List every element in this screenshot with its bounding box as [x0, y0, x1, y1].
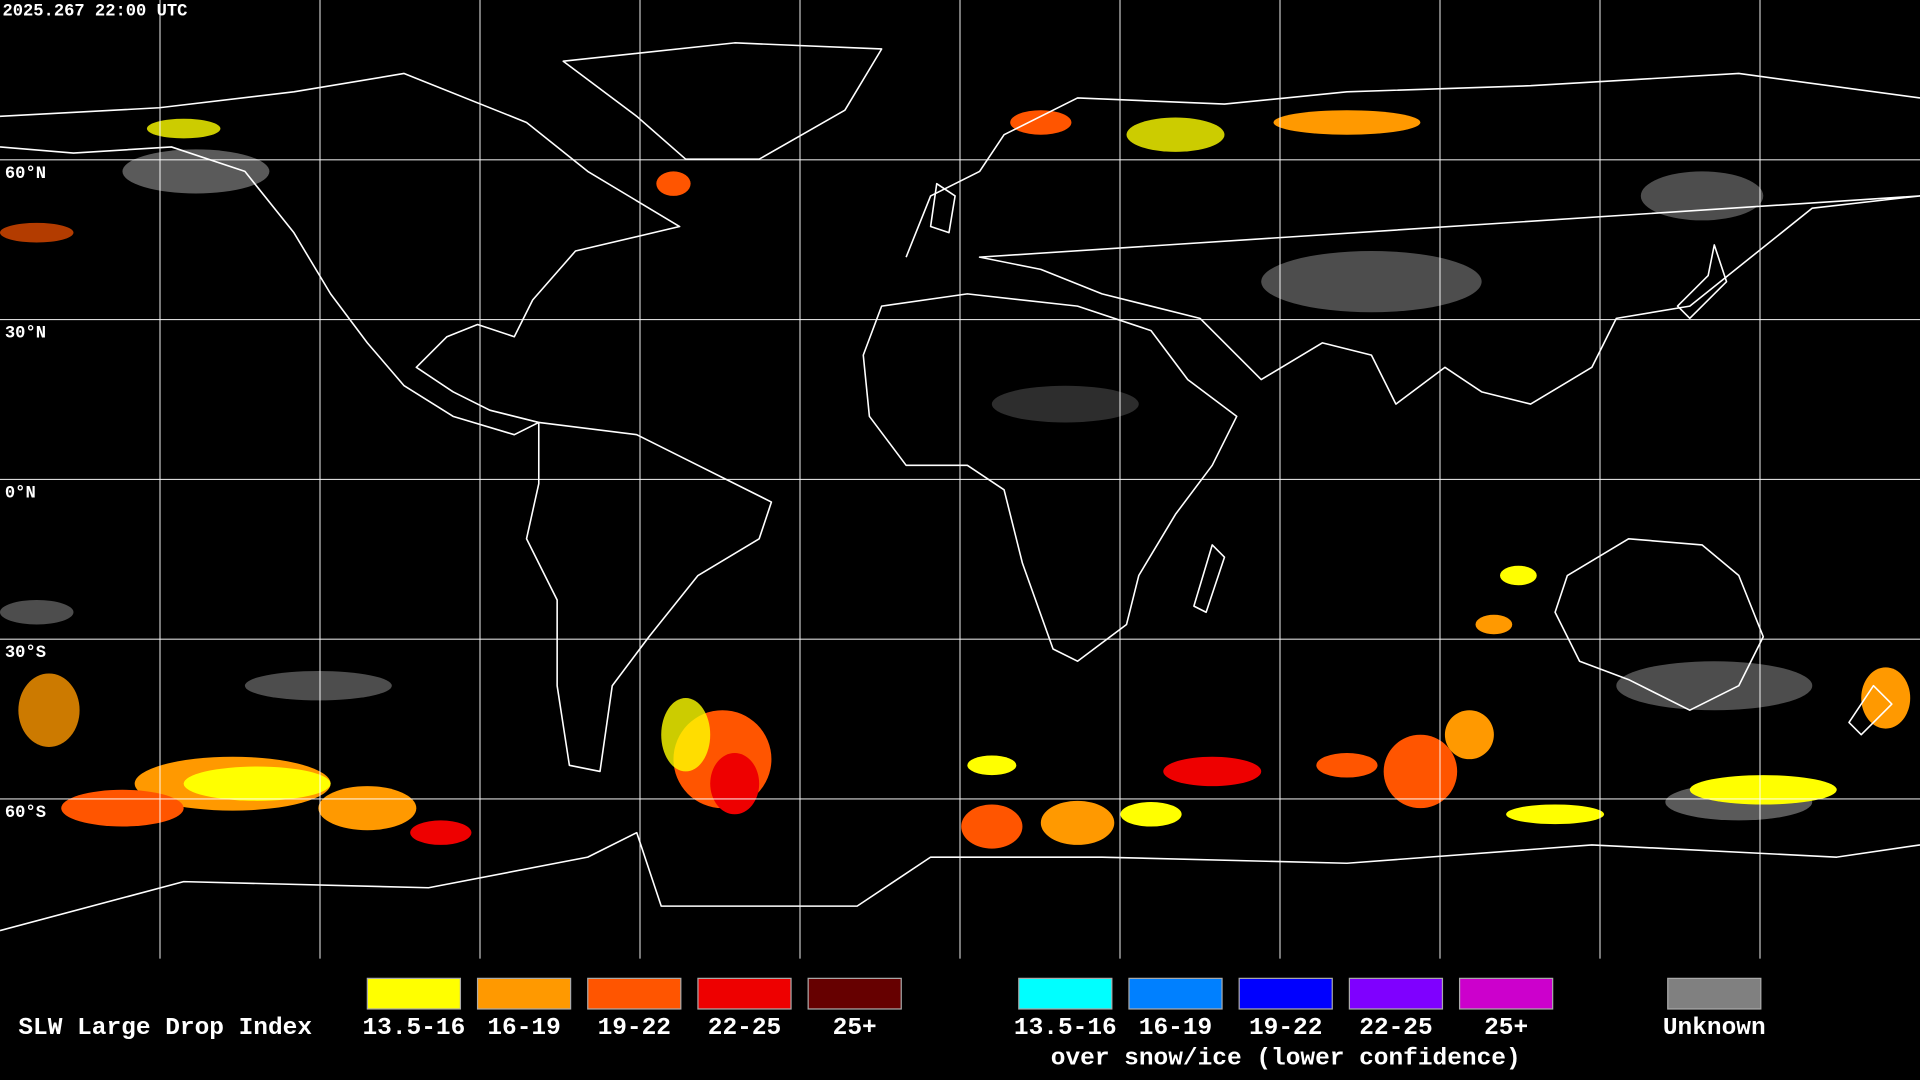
patch	[0, 600, 74, 625]
patch	[1316, 753, 1378, 778]
timestamp: 2025.267 22:00 UTC	[2, 3, 187, 22]
japan	[1676, 244, 1728, 320]
patch	[1040, 800, 1115, 845]
legend-caption: over snow/ice (lower confidence)	[1051, 1045, 1521, 1072]
patch	[656, 171, 691, 196]
legend-label: 19-22	[598, 1015, 671, 1042]
patch	[410, 820, 472, 845]
legend-title: SLW Large Drop Index	[18, 1015, 312, 1042]
legend-label: 16-19	[1139, 1015, 1212, 1042]
patch	[710, 753, 760, 815]
patch	[18, 673, 80, 747]
legend-label: 25+	[833, 1015, 877, 1042]
africa	[862, 293, 1238, 663]
new-zealand	[1848, 684, 1893, 736]
patch	[244, 671, 392, 701]
legend-label: 19-22	[1249, 1015, 1322, 1042]
legend-swatch	[366, 977, 462, 1010]
patch	[991, 385, 1139, 423]
patch	[61, 789, 184, 827]
legend-swatch	[1348, 977, 1444, 1010]
australia	[1554, 537, 1765, 712]
latitude-label: 0°N	[5, 484, 36, 503]
latitude-label: 30°N	[5, 325, 46, 344]
patch	[183, 766, 331, 801]
legend-swatch	[1238, 977, 1333, 1010]
patch	[1383, 734, 1458, 809]
patch	[1163, 756, 1262, 787]
legend-swatch	[807, 977, 902, 1010]
north-america	[0, 72, 681, 436]
south-america	[525, 421, 773, 773]
patch	[1616, 661, 1813, 711]
legend-swatch	[1128, 977, 1223, 1010]
patch	[961, 804, 1023, 849]
legend-swatch	[1458, 977, 1554, 1010]
legend-label: 13.5-16	[1014, 1015, 1117, 1042]
legend-swatch	[587, 977, 682, 1010]
british-isles	[929, 182, 956, 234]
patch	[0, 222, 74, 243]
latitude-label: 60°N	[5, 165, 46, 184]
antarctica	[0, 831, 1920, 932]
legend-swatch	[1667, 977, 1762, 1010]
patch	[146, 118, 221, 139]
latitude-label: 60°S	[5, 804, 46, 823]
eurasia	[905, 72, 1920, 405]
patch	[1475, 614, 1513, 635]
patch	[967, 755, 1017, 776]
patch	[1444, 710, 1494, 760]
patch	[318, 786, 417, 831]
patch	[1506, 804, 1605, 825]
legend-label: Unknown	[1663, 1015, 1766, 1042]
legend: 13.5-16 16-19 19-22 22-25 25+ 13.5-16 16-19 19-…	[362, 977, 1766, 1072]
legend-swatch	[1018, 977, 1113, 1010]
graticule	[0, 0, 1920, 959]
legend-label: 16-19	[487, 1015, 560, 1042]
legend-swatch	[697, 977, 792, 1010]
legend-area	[0, 958, 1920, 1080]
coastlines	[0, 42, 1920, 932]
legend-label: 25+	[1484, 1015, 1528, 1042]
patch	[1010, 110, 1072, 135]
greenland	[562, 42, 883, 160]
patch	[1273, 110, 1421, 135]
legend-label: 22-25	[1359, 1015, 1432, 1042]
legend-label: 22-25	[708, 1015, 781, 1042]
patch	[1689, 775, 1837, 805]
legend-label: 13.5-16	[362, 1015, 465, 1042]
patch	[122, 149, 270, 194]
patch	[1126, 117, 1225, 152]
legend-swatch	[476, 977, 572, 1010]
madagascar	[1193, 544, 1226, 614]
cloud-patches	[0, 110, 1911, 849]
patch	[1500, 565, 1537, 586]
latitude-label: 30°S	[5, 644, 46, 663]
patch	[1261, 251, 1482, 313]
patch	[1120, 802, 1182, 827]
patch	[661, 697, 711, 772]
